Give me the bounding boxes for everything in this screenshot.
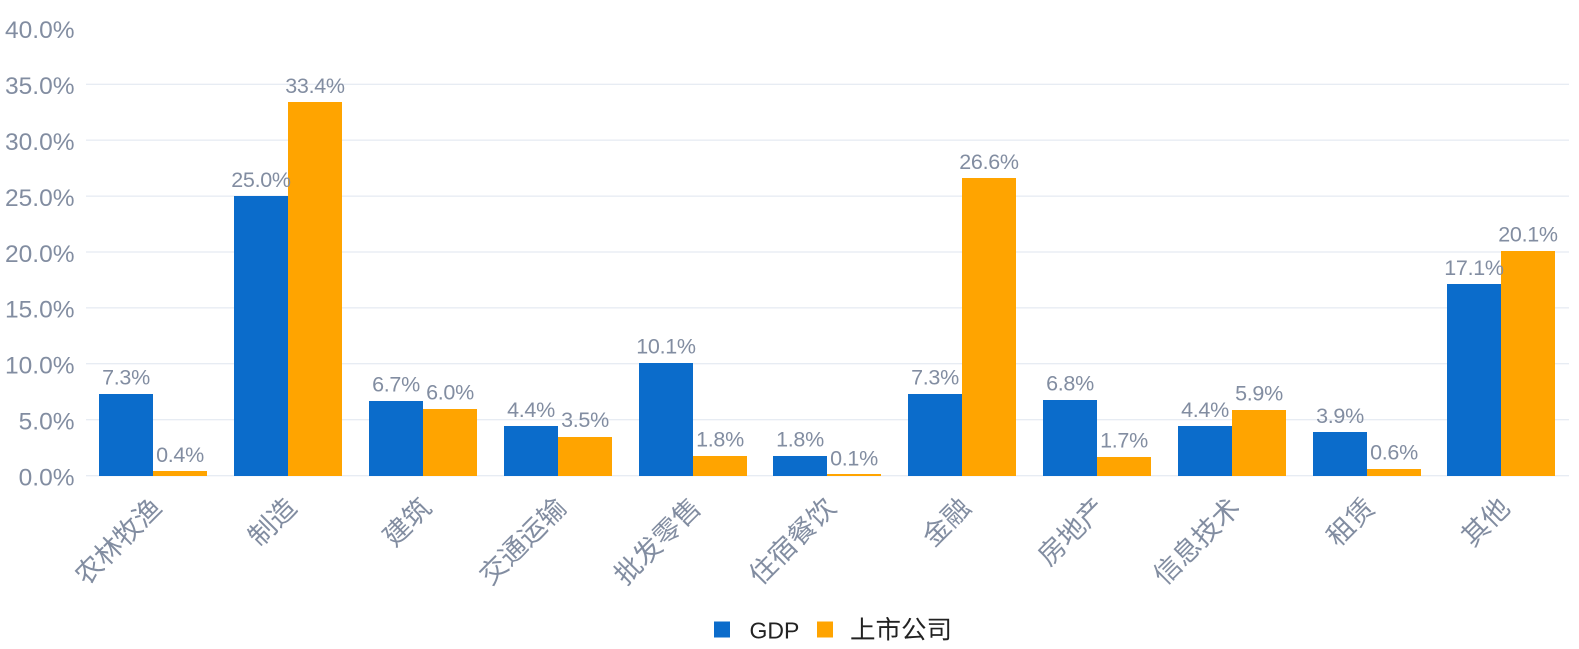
svg-text:1.8%: 1.8%	[776, 427, 824, 451]
svg-text:20.0%: 20.0%	[5, 241, 74, 268]
svg-text:10.1%: 10.1%	[636, 334, 696, 358]
svg-text:3.5%: 3.5%	[561, 408, 609, 432]
svg-text:1.8%: 1.8%	[696, 427, 744, 451]
svg-text:35.0%: 35.0%	[5, 73, 74, 100]
svg-text:17.1%: 17.1%	[1444, 256, 1504, 280]
svg-text:26.6%: 26.6%	[959, 150, 1019, 174]
svg-text:GDP: GDP	[750, 618, 800, 644]
svg-text:30.0%: 30.0%	[5, 129, 74, 156]
svg-text:0.6%: 0.6%	[1370, 441, 1418, 465]
svg-text:5.9%: 5.9%	[1235, 381, 1283, 405]
svg-text:3.9%: 3.9%	[1316, 404, 1364, 428]
svg-text:0.0%: 0.0%	[19, 465, 75, 492]
svg-text:7.3%: 7.3%	[102, 366, 150, 390]
svg-text:20.1%: 20.1%	[1498, 223, 1558, 247]
svg-text:6.8%: 6.8%	[1046, 371, 1094, 395]
svg-text:5.0%: 5.0%	[19, 409, 75, 436]
svg-text:0.1%: 0.1%	[830, 446, 878, 470]
svg-text:0.4%: 0.4%	[156, 443, 204, 467]
svg-text:33.4%: 33.4%	[285, 74, 345, 98]
svg-text:1.7%: 1.7%	[1100, 428, 1148, 452]
svg-text:15.0%: 15.0%	[5, 297, 74, 324]
svg-text:6.0%: 6.0%	[426, 380, 474, 404]
svg-text:4.4%: 4.4%	[507, 398, 555, 422]
svg-text:6.7%: 6.7%	[372, 373, 420, 397]
svg-text:4.4%: 4.4%	[1181, 398, 1229, 422]
svg-text:7.3%: 7.3%	[911, 366, 959, 390]
svg-text:40.0%: 40.0%	[5, 17, 74, 44]
svg-text:25.0%: 25.0%	[5, 185, 74, 212]
svg-text:10.0%: 10.0%	[5, 353, 74, 380]
svg-text:25.0%: 25.0%	[231, 168, 291, 192]
